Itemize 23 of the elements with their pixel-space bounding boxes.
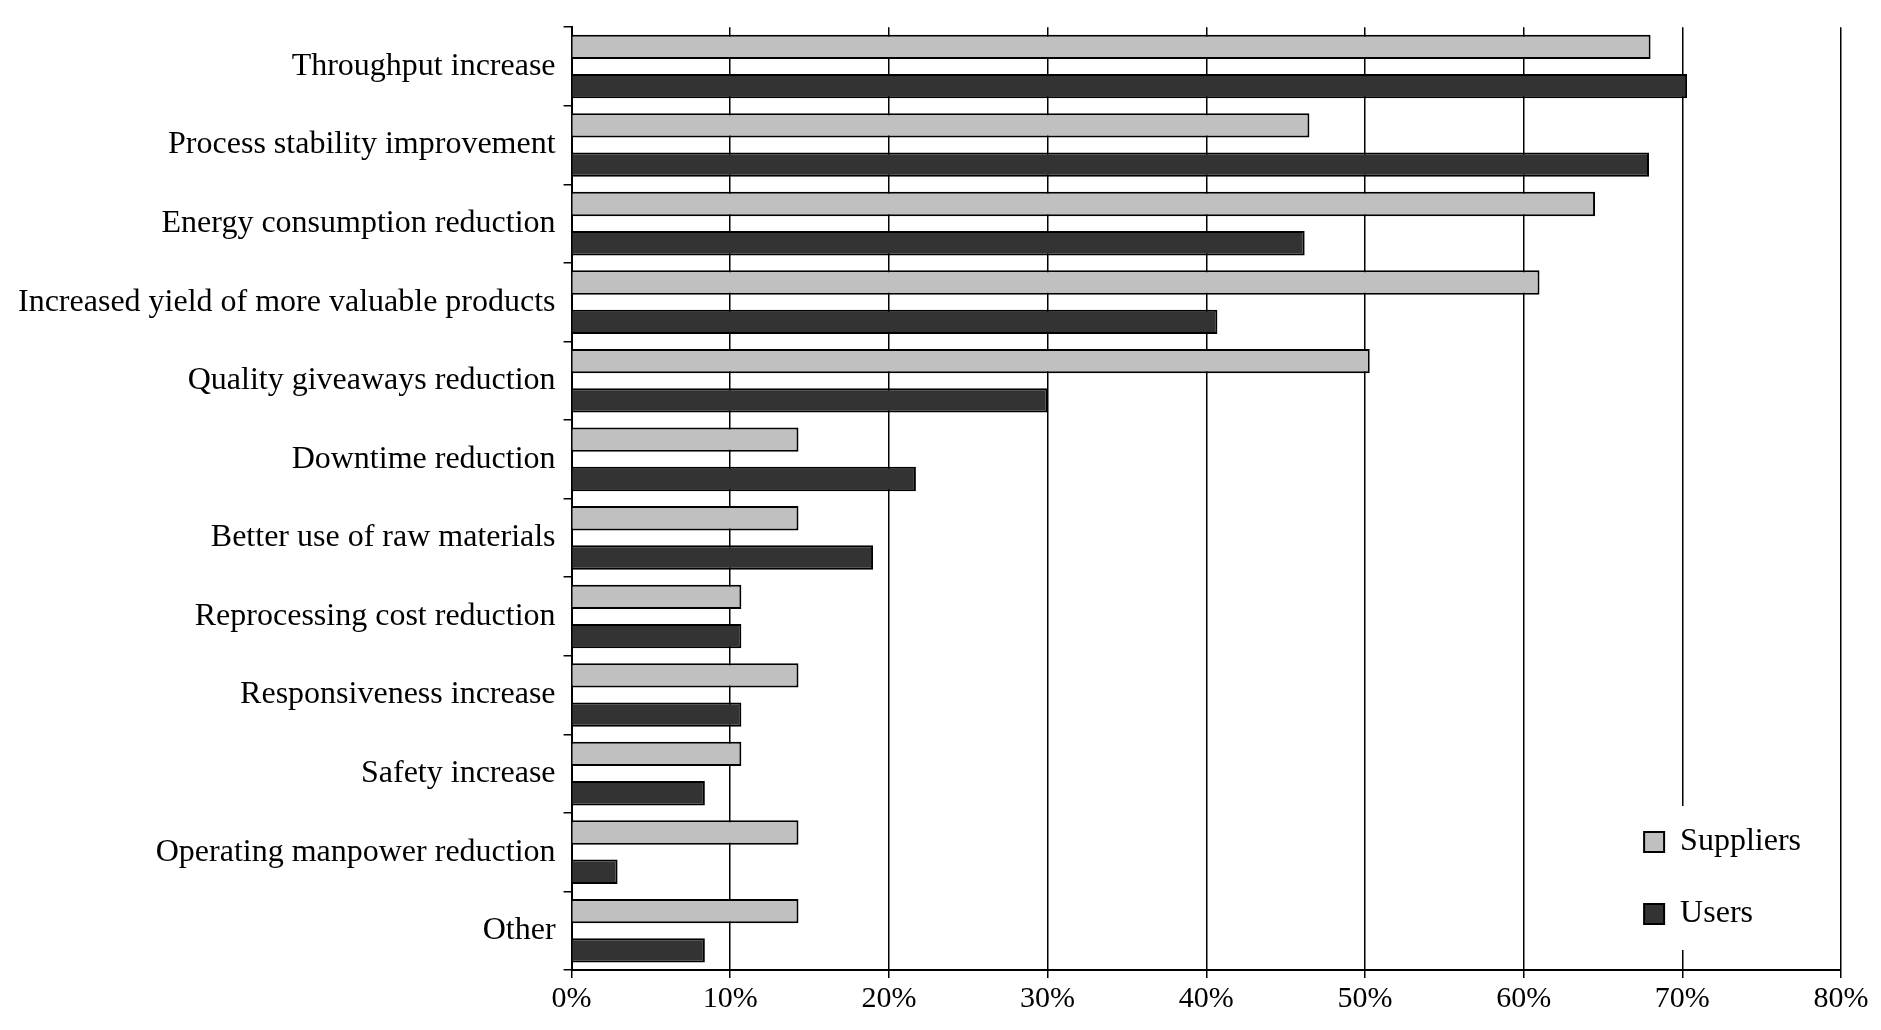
y-tick-label: Increased yield of more valuable products	[18, 281, 556, 318]
x-tick-label: 0%	[551, 979, 592, 1013]
x-tick-label: 40%	[1178, 979, 1234, 1013]
y-tick-label: Throughput increase	[291, 45, 556, 82]
y-tick-label: Better use of raw materials	[210, 517, 556, 554]
x-tick-label: 20%	[861, 979, 917, 1013]
y-tick-label: Reprocessing cost reduction	[194, 595, 556, 632]
x-tick-label: 50%	[1337, 979, 1393, 1013]
y-tick-label: Process stability improvement	[168, 124, 556, 161]
y-tick-label: Energy consumption reduction	[161, 203, 556, 240]
x-tick-label: 80%	[1813, 979, 1869, 1013]
x-tick-label: 70%	[1654, 979, 1710, 1013]
y-tick-label: Operating manpower reduction	[155, 831, 556, 868]
legend-label: Users	[1680, 893, 1753, 930]
y-tick-label: Responsiveness increase	[240, 674, 556, 711]
y-tick-label: Other	[482, 910, 556, 947]
x-tick-label: 30%	[1020, 979, 1076, 1013]
y-tick-label: Safety increase	[361, 752, 556, 789]
legend-label: Suppliers	[1680, 821, 1801, 858]
y-tick-label: Downtime reduction	[291, 438, 556, 475]
x-tick-label: 10%	[702, 979, 758, 1013]
x-tick-label: 60%	[1496, 979, 1552, 1013]
y-tick-label: Quality giveaways reduction	[187, 360, 556, 397]
